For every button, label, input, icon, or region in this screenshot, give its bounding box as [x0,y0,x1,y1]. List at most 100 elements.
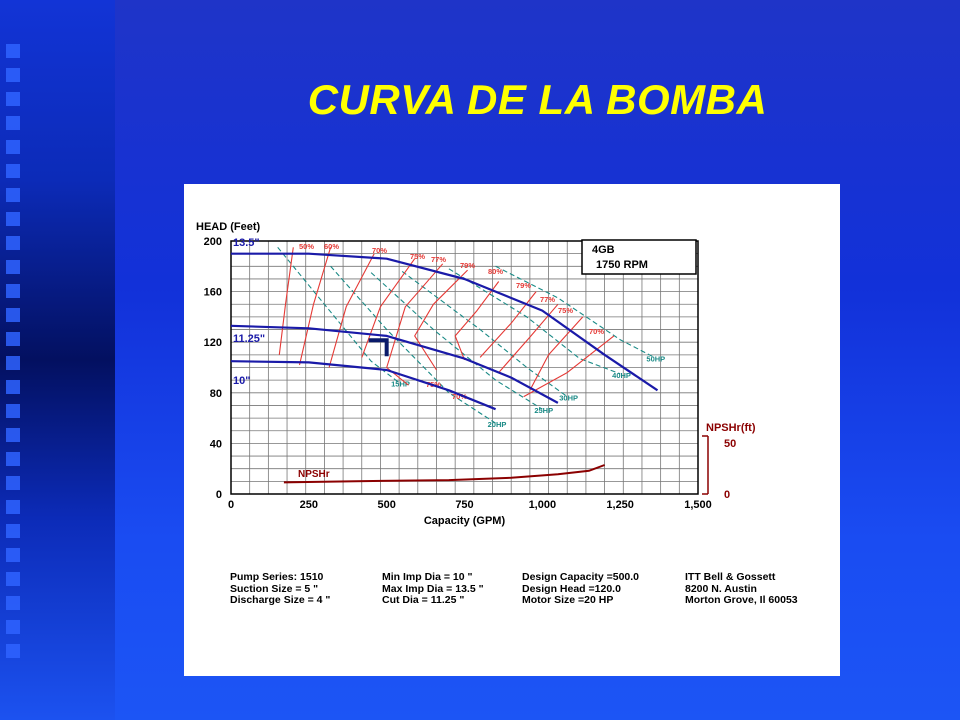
efficiency-curve [298,247,332,366]
hp-label: 50HP [646,354,665,363]
impeller-label: 11.25" [233,333,265,345]
hp-line [370,272,543,410]
info-box-rpm: 1750 RPM [596,259,648,271]
hp-line [277,246,400,384]
decorative-square [6,452,20,466]
efficiency-curve [386,263,444,386]
pump-curve-chart: 0 250 500 750 1,000 1,250 1,50004080120160200C… [196,221,756,527]
impeller-label: 10" [233,375,250,387]
npsh-tick-label: 50 [724,438,736,450]
efficiency-label: 77% [431,255,446,264]
x-axis-label: Capacity (GPM) [424,515,506,527]
info-pump-series: Pump Series: 1510 Suction Size = 5 " Dis… [230,571,331,606]
info-box-model: 4GB [592,244,615,256]
efficiency-label: 70% [589,327,604,336]
decorative-square [6,308,20,322]
efficiency-label: 75% [558,306,573,315]
efficiency-label: 80% [488,267,503,276]
npsh-axis-label: NPSHr(ft) [706,422,756,434]
decorative-square [6,404,20,418]
y-tick-label: 160 [204,287,222,299]
decorative-square [6,188,20,202]
decorative-square [6,356,20,370]
x-tick-label: 0 [228,499,234,511]
x-tick-label: 1,500 [684,499,712,511]
decorative-square [6,260,20,274]
x-tick-label: 750 [455,499,473,511]
y-tick-label: 120 [204,337,222,349]
hp-line [401,270,568,398]
decorative-square [6,332,20,346]
hp-label: 40HP [612,371,631,380]
hp-line [495,265,655,358]
y-tick-label: 0 [216,489,222,501]
y-tick-label: 40 [210,438,222,450]
pump-curve-panel: 0 250 500 750 1,000 1,250 1,500 0 40 80 120 160 200 C… [184,184,840,676]
hp-label: 25HP [534,406,553,415]
impeller-curve [230,324,559,404]
hp-label: 20HP [488,420,507,429]
decorative-square [6,620,20,634]
y-tick-label: 200 [204,236,222,248]
decorative-square [6,116,20,130]
design-point-marker [368,338,389,357]
impeller-curve [231,252,659,392]
decorative-square [6,596,20,610]
x-tick-label: 500 [377,499,395,511]
info-design: Design Capacity =500.0 Design Head =120.… [522,571,640,606]
efficiency-curve [523,335,615,398]
info-impeller: Min Imp Dia = 10 " Max Imp Dia = 13.5 " … [382,571,484,606]
npsh-tick-label: 0 [724,489,730,501]
info-box [581,239,697,275]
efficiency-label: 70% [372,246,387,255]
x-tick-label: 1,000 [529,499,557,511]
efficiency-label: 77% [540,295,555,304]
y-tick-label: 80 [210,388,222,400]
efficiency-label: 79% [460,261,475,270]
efficiency-label: 75% [410,252,425,261]
decorative-square [6,476,20,490]
impeller-label: 13.5" [233,237,260,249]
decorative-square [6,140,20,154]
decorative-square [6,572,20,586]
y-axis-label: HEAD (Feet) [196,221,261,233]
efficiency-curve [454,281,500,361]
efficiency-curve [328,253,375,368]
efficiency-curve [414,269,468,371]
hp-line [448,268,621,375]
decorative-square [6,524,20,538]
decorative-square [6,68,20,82]
npsh-curve [283,464,605,484]
hp-line [330,265,496,424]
plot-frame [230,240,699,495]
slide-title: CURVA DE LA BOMBA [307,76,768,123]
decorative-square [6,428,20,442]
npsh-curve-label: NPSHr [298,469,330,480]
decorative-squares [6,44,28,664]
efficiency-label: 60% [324,242,339,251]
efficiency-curve [529,316,584,391]
decorative-square [6,212,20,226]
decorative-square [6,284,20,298]
decorative-square [6,44,20,58]
decorative-square [6,164,20,178]
hp-label: 15HP [391,380,410,389]
decorative-square [6,548,20,562]
decorative-square [6,236,20,250]
hp-label: 30HP [559,394,578,403]
decorative-square [6,92,20,106]
decorative-square [6,644,20,658]
impeller-curve [230,360,497,411]
info-manufacturer: ITT Bell & Gossett 8200 N. Austin Morton… [685,571,798,606]
decorative-square [6,500,20,514]
decorative-square [6,380,20,394]
efficiency-curve [479,291,537,358]
efficiency-label: 50% [299,242,314,251]
efficiency-label: 70% [452,392,467,401]
left-decorative-strip [0,0,115,720]
efficiency-curve [278,247,294,355]
x-tick-label: 250 [300,499,318,511]
efficiency-label: 79% [516,281,531,290]
efficiency-curve [361,258,416,358]
x-tick-label: 1,250 [606,499,634,511]
